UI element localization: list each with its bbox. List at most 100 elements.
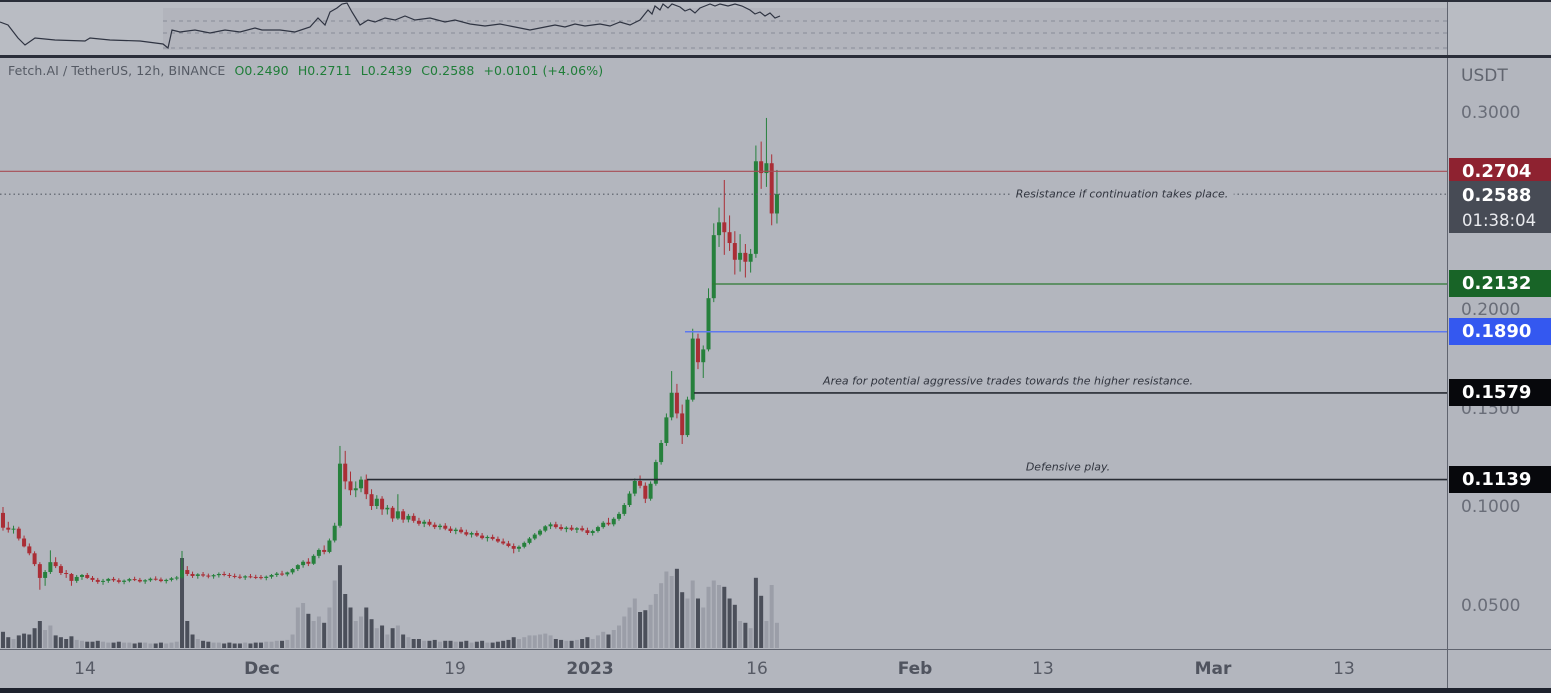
volume-bar	[290, 634, 295, 648]
volume-histogram	[1, 558, 779, 648]
price-axis[interactable]: USDT 0.30000.25000.20000.15000.10000.050…	[1448, 57, 1551, 649]
minimap-pane[interactable]	[0, 0, 1551, 55]
volume-bar	[443, 640, 448, 648]
time-scale-label: Feb	[897, 659, 933, 679]
candle-body	[732, 243, 737, 260]
volume-bar	[322, 622, 327, 648]
time-scale-label: 14	[74, 659, 96, 679]
volume-bar	[695, 598, 700, 648]
volume-bar	[264, 641, 269, 648]
volume-bar	[111, 642, 116, 648]
volume-bar	[617, 625, 621, 648]
candle-body	[437, 525, 442, 528]
volume-bar	[258, 642, 263, 648]
volume-bar	[316, 616, 321, 648]
volume-bar	[222, 643, 227, 648]
time-scale-label: 16	[746, 659, 768, 679]
price-level-badge: 0.1890	[1449, 318, 1551, 346]
price-scale-label: 0.1000	[1461, 497, 1521, 517]
candle-body	[664, 417, 669, 443]
candle-body	[659, 442, 664, 463]
candle-body	[164, 579, 169, 582]
volume-bar	[595, 635, 600, 648]
candle-body	[211, 575, 216, 577]
volume-bar	[22, 633, 27, 648]
volume-bar	[411, 639, 416, 648]
volume-bar	[717, 585, 722, 648]
volume-bar	[611, 630, 616, 648]
candle-body	[627, 493, 632, 506]
candle-body	[232, 575, 237, 577]
volume-bar	[732, 604, 737, 648]
candle-body	[180, 570, 185, 578]
candle-body	[227, 574, 232, 576]
candle-body	[569, 527, 574, 530]
defensive-play-line-label[interactable]: Defensive play.	[1025, 460, 1111, 474]
minimap-selection[interactable]	[163, 8, 1447, 50]
candle-body	[538, 530, 543, 535]
candle-body	[516, 546, 521, 549]
continuation-resistance-line-label[interactable]: Resistance if continuation takes place.	[1010, 187, 1234, 201]
candle-body	[53, 562, 58, 567]
candle-body	[553, 524, 558, 528]
candle-body	[74, 576, 79, 581]
candle-body	[485, 536, 490, 539]
volume-bar	[64, 639, 69, 648]
time-scale-label: 19	[444, 659, 466, 679]
volume-bar	[143, 642, 148, 648]
time-axis[interactable]: 14 Dec 19 2023 16 Feb 13 Mar 13	[0, 650, 1551, 688]
time-scale-label: Mar	[1194, 659, 1232, 679]
volume-bar	[269, 641, 274, 648]
volume-bar	[216, 642, 221, 648]
volume-bar	[248, 643, 253, 648]
aggressive-entry-line-label[interactable]: Area for potential aggressive trades tow…	[823, 374, 1193, 388]
candle-body	[769, 163, 774, 214]
volume-bar	[58, 637, 63, 648]
volume-bar	[606, 634, 611, 648]
window-bottom-border	[0, 688, 1551, 693]
candle-body	[643, 485, 648, 499]
minimap-sparkline[interactable]	[0, 2, 1447, 50]
candle-body	[311, 555, 316, 564]
candle-body	[111, 578, 116, 581]
candle-body	[617, 513, 621, 519]
candle-body	[306, 561, 311, 564]
volume-bar	[74, 639, 79, 648]
candle-body	[401, 511, 406, 520]
volume-bar	[601, 631, 606, 648]
candle-body	[464, 532, 469, 535]
volume-bar	[95, 640, 100, 648]
candle-body	[195, 574, 200, 576]
volume-bar	[227, 642, 232, 648]
candle-body	[322, 549, 327, 552]
low-value: L0.2439	[360, 63, 413, 78]
candle-body	[258, 577, 263, 579]
candle-body	[611, 518, 616, 525]
time-scale-label: 2023	[566, 659, 614, 679]
volume-bar	[153, 643, 158, 648]
candle-body	[585, 530, 590, 534]
volume-bar	[390, 628, 395, 648]
price-level-badge: 0.1579	[1449, 379, 1551, 407]
candle-body	[711, 235, 716, 299]
level-lines[interactable]	[0, 170, 1447, 481]
candle-body	[332, 525, 337, 541]
volume-bar	[427, 640, 432, 648]
candle-body	[564, 527, 569, 530]
candle-body	[743, 252, 748, 262]
volume-bar	[690, 580, 695, 648]
volume-bar	[564, 640, 569, 648]
candle-body	[717, 222, 722, 236]
candle-body	[253, 576, 258, 578]
candle-body	[280, 573, 285, 575]
volume-bar	[480, 640, 485, 648]
volume-bar	[274, 640, 279, 648]
candle-body	[374, 498, 379, 507]
candle-body	[22, 538, 27, 547]
volume-bar	[511, 637, 516, 648]
change-value: +0.0101 (+4.06%)	[483, 63, 604, 78]
open-value: O0.2490	[234, 63, 289, 78]
candle-body	[706, 298, 711, 350]
